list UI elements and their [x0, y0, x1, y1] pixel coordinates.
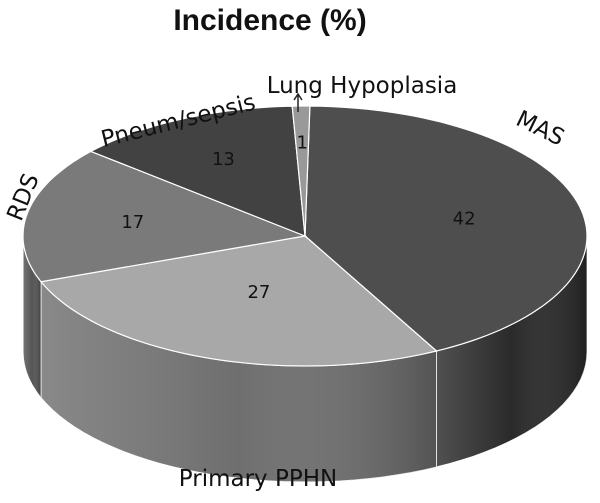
pie-slice-rds — [22, 150, 308, 283]
pie-top-layer — [22, 105, 588, 367]
category-label-mas: MAS — [512, 106, 569, 151]
pie-slice-mas — [304, 105, 588, 352]
pie-side-shading — [41, 281, 437, 482]
value-label-primary-pphn: 27 — [247, 282, 270, 303]
value-label-pneum-sepsis: 13 — [212, 149, 235, 170]
value-label-mas: 42 — [453, 209, 476, 230]
pie-side-layer — [22, 235, 588, 483]
chart-title: Incidence (%) — [173, 4, 366, 37]
value-labels: 42 27 17 13 1 — [121, 132, 475, 303]
value-label-lung-hypoplasia: 1 — [296, 132, 307, 153]
value-label-rds: 17 — [121, 212, 144, 233]
category-label-lung-hypoplasia: Lung Hypoplasia — [267, 73, 458, 99]
pie-slice-pneum-sepsis — [89, 105, 306, 237]
pie-side-shading — [436, 236, 587, 467]
pie-slice-lung-hypoplasia — [291, 105, 311, 237]
pie-slice-primary-pphn — [39, 235, 438, 367]
leader-arrow-lung-hypoplasia — [293, 92, 303, 112]
category-label-primary-pphn: Primary PPHN — [179, 466, 337, 492]
